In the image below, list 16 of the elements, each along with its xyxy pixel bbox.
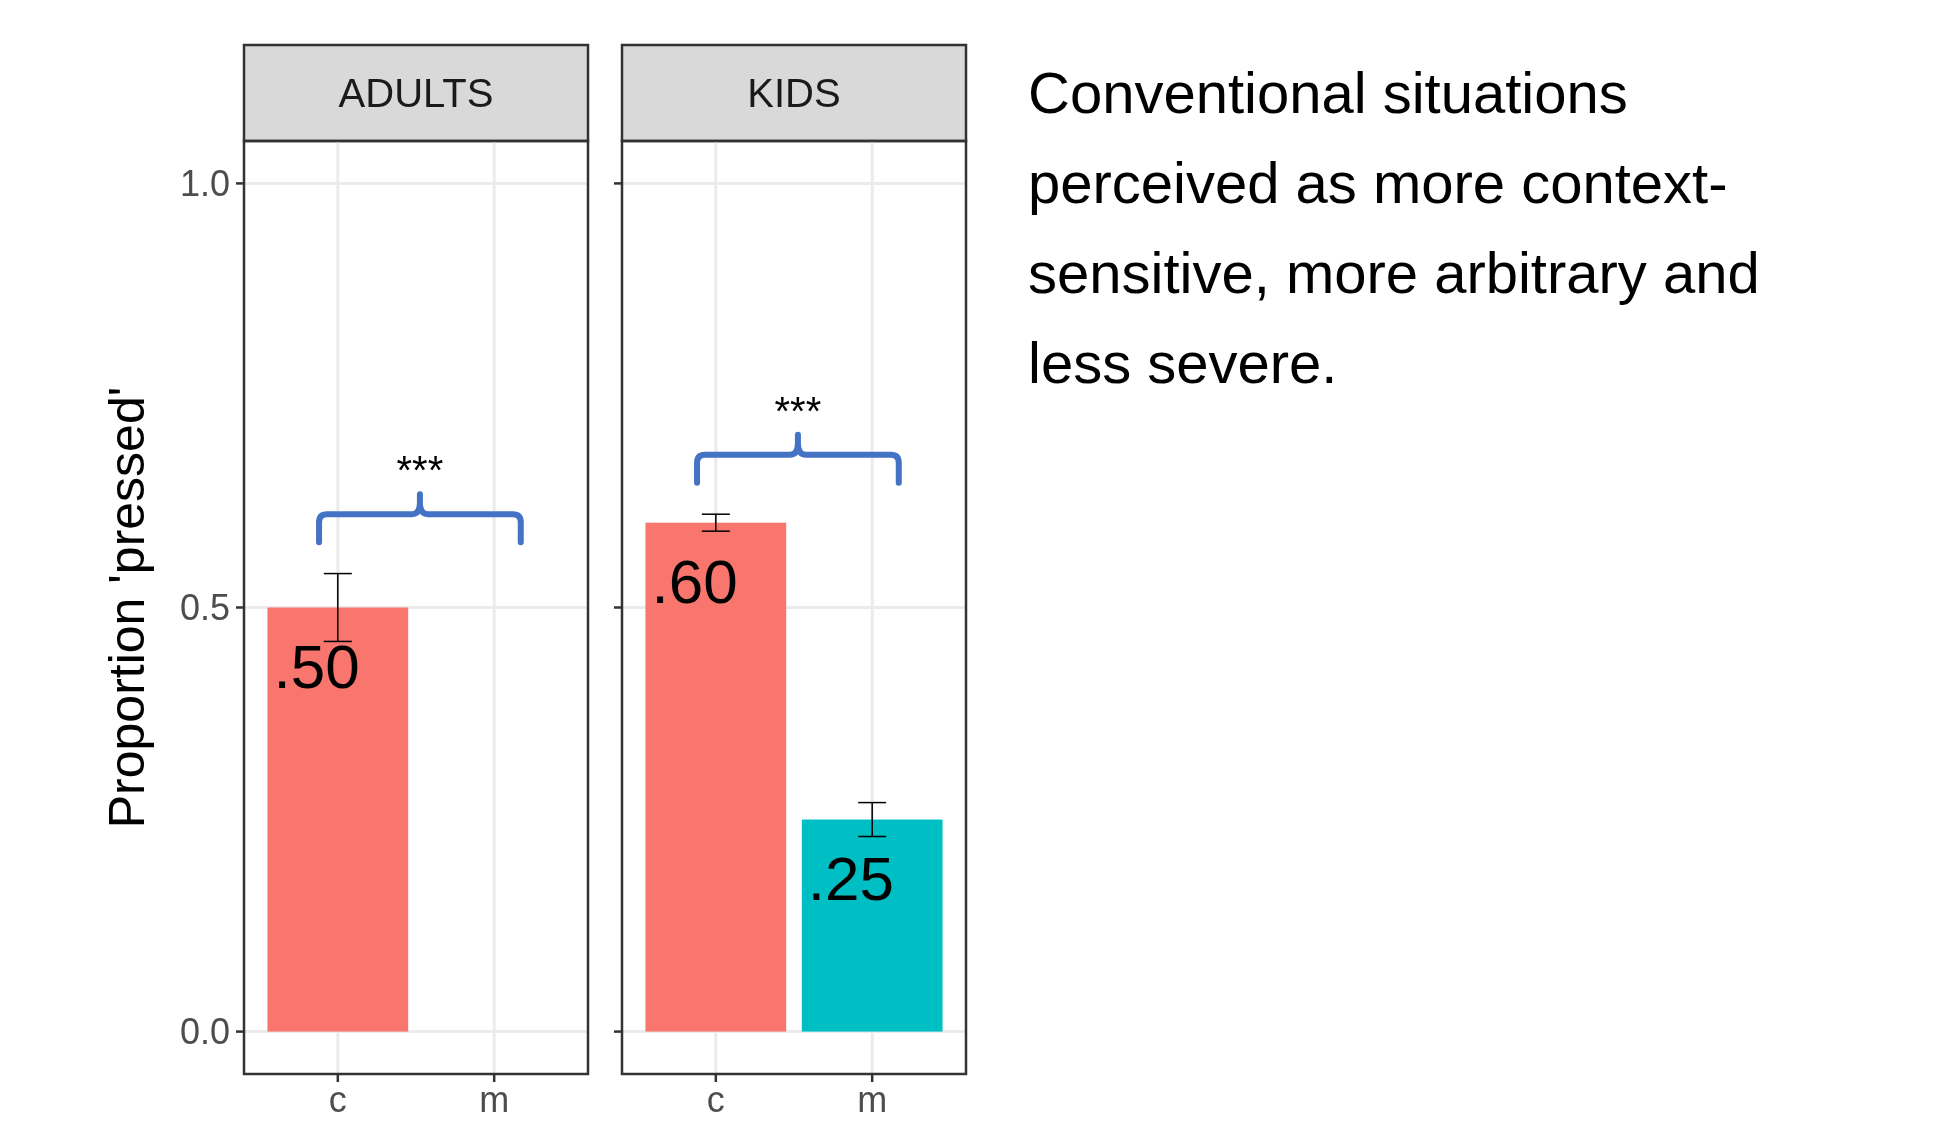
- data-label: .50: [273, 631, 360, 701]
- y-tick-label: 0.5: [179, 587, 230, 629]
- x-tick-label: m: [857, 1079, 888, 1120]
- x-tick-label: c: [328, 1079, 347, 1120]
- x-tick-label: m: [479, 1079, 510, 1120]
- annotation: ***: [396, 448, 444, 493]
- chart-title: ADULTS: [338, 71, 494, 115]
- y-axis-title: Proportion 'pressed': [99, 386, 155, 829]
- chart-title: KIDS: [747, 71, 841, 115]
- y-tick-label: 0.0: [179, 1011, 230, 1053]
- data-label: .60: [651, 546, 738, 616]
- text: Conventional situations perceived as more context-sensitive, more arbitrary and less severe.: [1028, 59, 1761, 397]
- data-label: .25: [807, 843, 895, 913]
- annotation: ***: [774, 388, 822, 433]
- x-tick-label: c: [706, 1079, 725, 1120]
- y-tick-label: 1.0: [179, 163, 230, 205]
